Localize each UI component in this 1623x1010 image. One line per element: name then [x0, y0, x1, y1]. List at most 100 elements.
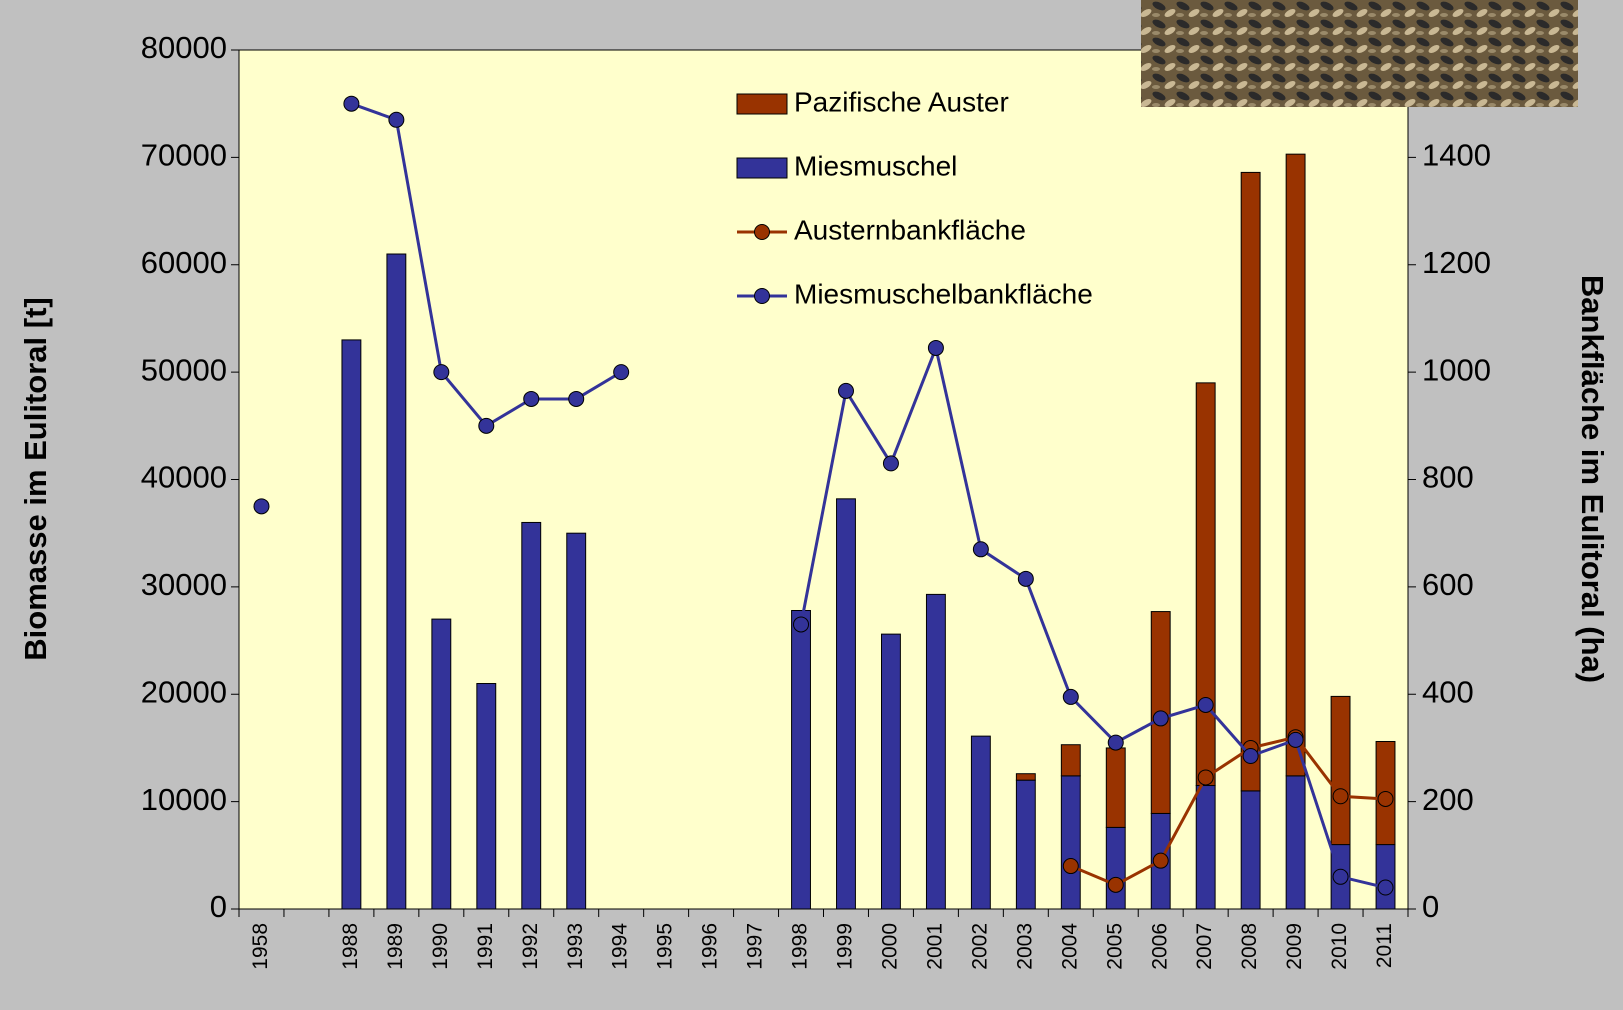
y-axis-title: Biomasse im Eulitoral [t] — [18, 297, 53, 660]
y2-tick-label: 200 — [1422, 782, 1474, 817]
x-tick-label: 2009 — [1283, 923, 1306, 970]
marker — [1378, 791, 1393, 806]
marker — [1108, 735, 1123, 750]
x-tick-label: 1995 — [654, 923, 677, 970]
marker — [794, 617, 809, 632]
bar — [1196, 383, 1215, 786]
x-tick-label: 2006 — [1148, 923, 1171, 970]
x-tick-label: 2002 — [968, 923, 991, 970]
x-tick-label: 2010 — [1328, 923, 1351, 970]
bar — [1286, 154, 1305, 776]
x-tick-label: 2001 — [923, 923, 946, 970]
x-tick-label: 2004 — [1058, 923, 1081, 970]
x-tick-label: 1991 — [474, 923, 497, 970]
x-tick-label: 1988 — [339, 923, 362, 970]
marker — [1243, 748, 1258, 763]
marker — [1198, 770, 1213, 785]
x-tick-label: 2005 — [1103, 923, 1126, 970]
legend-swatch — [737, 94, 787, 114]
legend-label: Miesmuschelbankfläche — [794, 278, 1093, 309]
bar — [1376, 845, 1395, 909]
marker — [614, 365, 629, 380]
marker — [1153, 711, 1168, 726]
legend-label: Miesmuschel — [794, 150, 957, 181]
marker — [1063, 859, 1078, 874]
y-tick-label: 30000 — [141, 567, 227, 602]
y-tick-label: 60000 — [141, 245, 227, 280]
marker — [479, 418, 494, 433]
marker — [1063, 689, 1078, 704]
bar — [926, 594, 945, 909]
bar — [1241, 172, 1260, 790]
bar — [882, 634, 901, 909]
bar — [477, 684, 496, 909]
x-tick-label: 1999 — [834, 923, 857, 970]
marker — [524, 391, 539, 406]
x-tick-label: 1958 — [249, 923, 272, 970]
x-tick-label: 2011 — [1373, 923, 1396, 968]
bar — [1196, 786, 1215, 909]
y2-tick-label: 1200 — [1422, 245, 1491, 280]
marker — [883, 456, 898, 471]
x-tick-label: 1994 — [609, 923, 632, 970]
bar — [522, 522, 541, 909]
y2-tick-label: 0 — [1422, 889, 1439, 924]
y-tick-label: 10000 — [141, 782, 227, 817]
bar — [387, 254, 406, 909]
bar — [567, 533, 586, 909]
legend-swatch — [755, 289, 770, 304]
marker — [1333, 789, 1348, 804]
photo — [1141, 0, 1578, 107]
y2-tick-label: 400 — [1422, 674, 1474, 709]
marker — [434, 365, 449, 380]
y-tick-label: 80000 — [141, 30, 227, 65]
bar — [1016, 774, 1035, 780]
x-tick-label: 1990 — [429, 923, 452, 970]
bar — [1016, 780, 1035, 909]
bar — [1241, 791, 1260, 909]
marker — [569, 391, 584, 406]
bar — [432, 619, 451, 909]
x-tick-label: 1998 — [789, 923, 812, 970]
y2-tick-label: 600 — [1422, 567, 1474, 602]
y2-tick-label: 1000 — [1422, 352, 1491, 387]
y-tick-label: 70000 — [141, 138, 227, 173]
legend-swatch — [737, 158, 787, 178]
legend-label: Pazifische Auster — [794, 86, 1009, 117]
marker — [1153, 853, 1168, 868]
y-tick-label: 50000 — [141, 352, 227, 387]
chart: Biomasse im Eulitoral [t] Bankfläche im … — [0, 0, 1623, 1010]
x-tick-label: 2003 — [1013, 923, 1036, 970]
marker — [1378, 880, 1393, 895]
y2-tick-label: 800 — [1422, 460, 1474, 495]
y2-axis-title: Bankfläche im Eulitoral (ha) — [1575, 275, 1610, 683]
bar — [1286, 776, 1305, 909]
marker — [838, 383, 853, 398]
bar — [1061, 745, 1080, 776]
marker — [1198, 697, 1213, 712]
y-tick-label: 20000 — [141, 674, 227, 709]
marker — [389, 112, 404, 127]
marker — [344, 96, 359, 111]
bar — [792, 610, 811, 909]
x-tick-label: 1989 — [384, 923, 407, 970]
bar — [342, 340, 361, 909]
y-tick-label: 0 — [210, 889, 227, 924]
marker — [254, 499, 269, 514]
bar — [1106, 827, 1125, 909]
bar — [1061, 776, 1080, 909]
x-tick-label: 1992 — [519, 923, 542, 970]
marker — [1108, 877, 1123, 892]
x-tick-label: 2007 — [1193, 923, 1216, 970]
y2-tick-label: 1400 — [1422, 138, 1491, 173]
bar — [971, 736, 990, 909]
marker — [1288, 732, 1303, 747]
bar — [837, 499, 856, 909]
legend-label: Austernbankfläche — [794, 214, 1026, 245]
bar — [1331, 696, 1350, 844]
x-tick-label: 1997 — [744, 923, 767, 970]
x-tick-label: 1993 — [564, 923, 587, 970]
x-tick-label: 2008 — [1238, 923, 1261, 970]
marker — [928, 340, 943, 355]
marker — [1333, 869, 1348, 884]
